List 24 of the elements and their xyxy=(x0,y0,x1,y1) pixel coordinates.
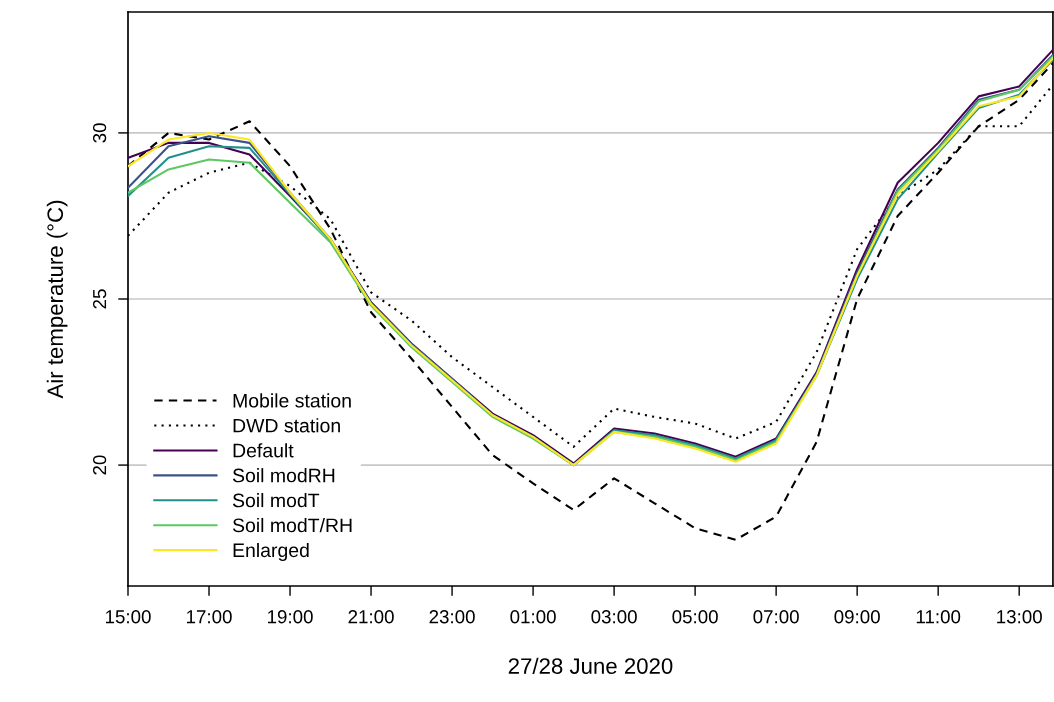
x-tick-label: 05:00 xyxy=(672,610,718,624)
y-tick-label: 30 xyxy=(92,123,107,143)
y-axis-title: Air temperature (°C) xyxy=(46,200,68,399)
x-tick-label: 17:00 xyxy=(186,610,232,624)
legend-label: Soil modT xyxy=(232,493,320,508)
x-tick-label: 09:00 xyxy=(834,610,880,624)
x-tick-label: 13:00 xyxy=(997,610,1042,624)
y-tick-label: 25 xyxy=(92,289,107,309)
legend-label: DWD station xyxy=(233,418,340,433)
x-tick-label: 23:00 xyxy=(429,610,475,624)
x-tick-label: 19:00 xyxy=(268,610,313,624)
x-tick-label: 07:00 xyxy=(753,610,799,624)
legend-label: Mobile station xyxy=(233,393,351,408)
x-tick-label: 01:00 xyxy=(510,610,556,624)
legend-label: Default xyxy=(233,443,294,458)
legend-label: Soil modT/RH xyxy=(232,517,352,533)
x-tick-label: 03:00 xyxy=(591,610,637,624)
legend-label: Soil modRH xyxy=(232,468,335,483)
x-axis-title: 27/28 June 2020 xyxy=(508,657,673,674)
x-tick-label: 21:00 xyxy=(348,610,394,624)
x-tick-label: 15:00 xyxy=(105,610,151,624)
x-tick-label: 11:00 xyxy=(916,610,961,624)
legend-label: Enlarged xyxy=(233,542,309,561)
y-tick-label: 20 xyxy=(92,455,107,475)
